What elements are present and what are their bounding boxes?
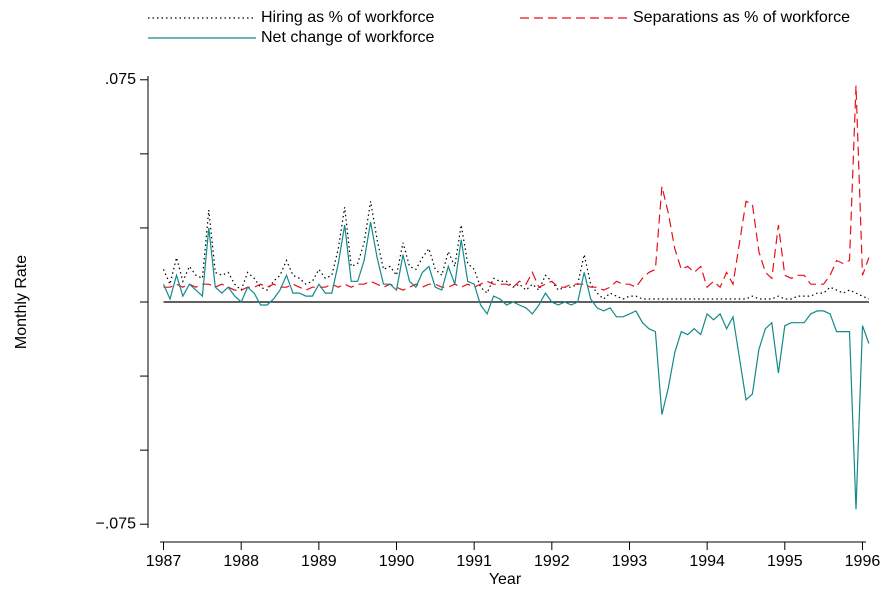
x-tick-label: 1995 <box>767 553 803 570</box>
x-tick-label: 1991 <box>456 553 492 570</box>
x-tick-label: 1996 <box>845 553 881 570</box>
x-axis-label: Year <box>489 571 522 588</box>
legend-label: Separations as % of workforce <box>633 9 850 26</box>
x-tick-label: 1987 <box>146 553 182 570</box>
legend-label: Net change of workforce <box>261 29 435 46</box>
series-line <box>163 85 870 291</box>
y-tick-label: .075 <box>105 71 136 88</box>
series-line <box>162 221 870 510</box>
y-tick-label: −.075 <box>96 515 137 532</box>
x-tick-label: 1990 <box>379 553 415 570</box>
x-tick-label: 1994 <box>689 553 725 570</box>
x-tick-label: 1989 <box>301 553 337 570</box>
series-line <box>162 201 870 300</box>
legend-label: Hiring as % of workforce <box>261 9 434 26</box>
x-tick-label: 1993 <box>612 553 648 570</box>
x-tick-label: 1988 <box>223 553 259 570</box>
x-tick-label: 1992 <box>534 553 570 570</box>
y-axis-label: Monthly Rate <box>13 255 30 349</box>
